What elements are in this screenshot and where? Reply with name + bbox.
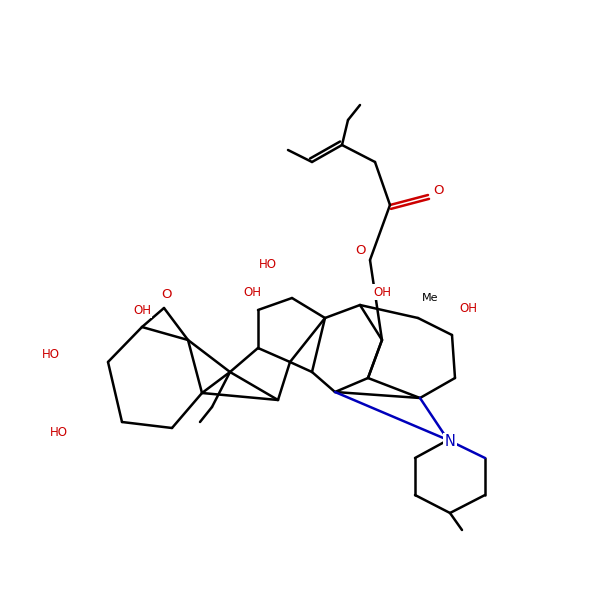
Text: HO: HO: [259, 259, 277, 271]
Text: OH: OH: [373, 286, 391, 298]
Text: O: O: [161, 289, 171, 301]
Text: Me: Me: [422, 293, 438, 303]
Text: O: O: [355, 244, 365, 257]
Text: HO: HO: [42, 349, 60, 361]
Text: OH: OH: [133, 304, 151, 317]
Text: HO: HO: [50, 425, 68, 439]
Text: OH: OH: [243, 286, 261, 298]
Text: O: O: [433, 184, 443, 196]
Text: N: N: [445, 434, 455, 449]
Text: OH: OH: [459, 301, 477, 314]
